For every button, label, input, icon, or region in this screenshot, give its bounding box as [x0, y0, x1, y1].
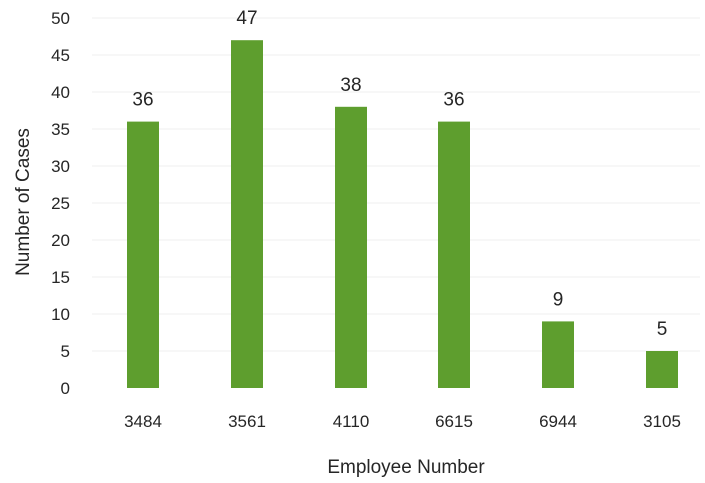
y-tick-label-15: 15 [51, 268, 70, 287]
y-tick-label-5: 5 [61, 342, 70, 361]
y-tick-label-30: 30 [51, 157, 70, 176]
data-label-3561: 47 [236, 8, 257, 29]
data-label-3105: 5 [657, 319, 668, 340]
x-category-label-4110: 4110 [333, 412, 370, 431]
y-tick-label-40: 40 [51, 83, 70, 102]
x-category-label-6615: 6615 [435, 412, 473, 431]
y-axis-ticks: 0 5 10 15 20 25 30 35 40 45 50 [51, 9, 70, 398]
bar-6944 [542, 321, 574, 388]
y-tick-label-0: 0 [61, 379, 70, 398]
bar-4110 [335, 106, 367, 389]
y-tick-label-45: 45 [51, 46, 70, 65]
data-label-6615: 36 [443, 90, 464, 111]
x-category-label-3484: 3484 [124, 412, 162, 431]
x-category-label-6944: 6944 [539, 412, 577, 431]
x-axis-title: Employee Number [327, 457, 485, 478]
data-labels: 36 47 38 36 9 5 [132, 8, 667, 340]
y-tick-label-20: 20 [51, 231, 70, 250]
bars [127, 40, 678, 389]
data-label-6944: 9 [553, 289, 564, 310]
bar-3484 [127, 121, 159, 388]
y-tick-label-35: 35 [51, 120, 70, 139]
x-axis-categories: 3484 3561 4110 6615 6944 3105 [124, 412, 681, 431]
y-axis-title: Number of Cases [13, 128, 34, 276]
x-category-label-3105: 3105 [643, 412, 681, 431]
bar-3105 [646, 351, 678, 388]
data-label-4110: 38 [340, 75, 361, 96]
y-tick-label-50: 50 [51, 9, 70, 28]
bar-6615 [438, 121, 470, 388]
y-tick-label-10: 10 [51, 305, 70, 324]
data-label-3484: 36 [132, 90, 153, 111]
y-tick-label-25: 25 [51, 194, 70, 213]
bar-3561 [231, 40, 263, 388]
x-category-label-3561: 3561 [228, 412, 266, 431]
grid-lines [92, 17, 700, 352]
